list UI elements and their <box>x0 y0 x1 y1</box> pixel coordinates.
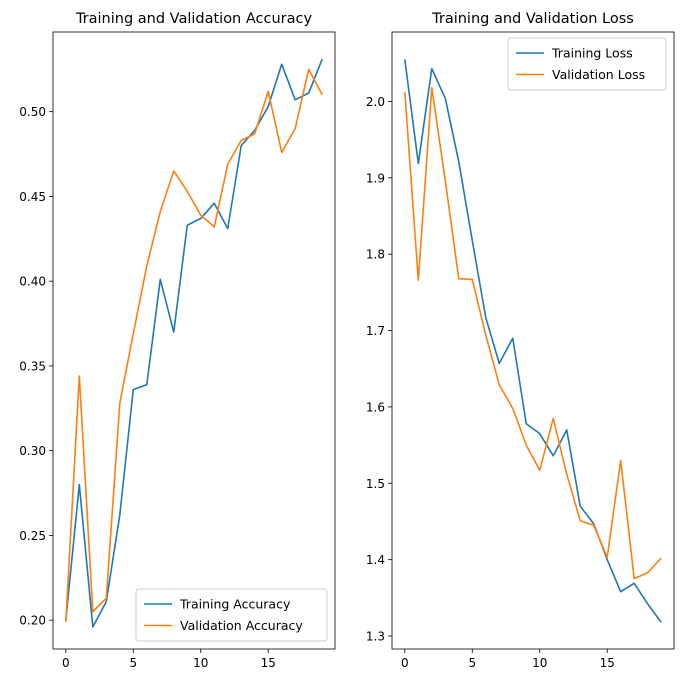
legend-label-0: Training Loss <box>551 46 633 61</box>
x-tick-label: 15 <box>261 656 276 670</box>
y-tick-label: 0.45 <box>19 190 46 204</box>
legend-label-0: Training Accuracy <box>179 597 291 612</box>
legend: Training Accuracy Validation Accuracy <box>135 588 328 642</box>
x-tick-label: 15 <box>600 656 615 670</box>
x-tick-label: 10 <box>193 656 208 670</box>
y-tick-label: 1.6 <box>366 400 385 414</box>
y-tick-label: 1.5 <box>366 477 385 491</box>
legend: Training Loss Validation Loss <box>507 37 667 91</box>
loss-chart: Training and Validation Loss 0 5 10 15 1.3 1.4… <box>366 11 675 670</box>
series-line-1 <box>65 68 323 622</box>
y-tick-label: 0.40 <box>19 275 46 289</box>
y-tick-label: 0.35 <box>19 359 46 373</box>
y-tick-label: 0.20 <box>19 614 46 628</box>
y-tick-label: 1.8 <box>366 248 385 262</box>
plot-frame <box>391 31 675 650</box>
y-tick-label: 0.50 <box>19 105 46 119</box>
y-tick-label: 0.30 <box>19 444 46 458</box>
chart-title: Training and Validation Accuracy <box>75 11 313 27</box>
legend-box <box>507 37 667 91</box>
x-tick-label: 0 <box>401 656 409 670</box>
series-line-1 <box>404 86 662 580</box>
legend-label-1: Validation Loss <box>552 67 645 82</box>
series-line-0 <box>65 58 323 628</box>
plot-frame <box>52 31 336 650</box>
x-tick-label: 5 <box>468 656 476 670</box>
y-tick-label: 1.9 <box>366 171 385 185</box>
x-tick-label: 10 <box>532 656 547 670</box>
accuracy-chart: Training and Validation Accuracy 0 5 10 15 0.… <box>19 11 336 670</box>
x-tick-label: 0 <box>62 656 70 670</box>
y-tick-label: 1.4 <box>366 553 385 567</box>
y-tick-label: 2.0 <box>366 95 385 109</box>
x-tick-label: 5 <box>129 656 137 670</box>
series-line-0 <box>404 59 662 623</box>
y-tick-label: 0.25 <box>19 529 46 543</box>
chart-title: Training and Validation Loss <box>431 11 634 27</box>
legend-label-1: Validation Accuracy <box>180 618 303 633</box>
y-tick-label: 1.3 <box>366 630 385 644</box>
y-tick-label: 1.7 <box>366 324 385 338</box>
legend-box <box>135 588 328 642</box>
